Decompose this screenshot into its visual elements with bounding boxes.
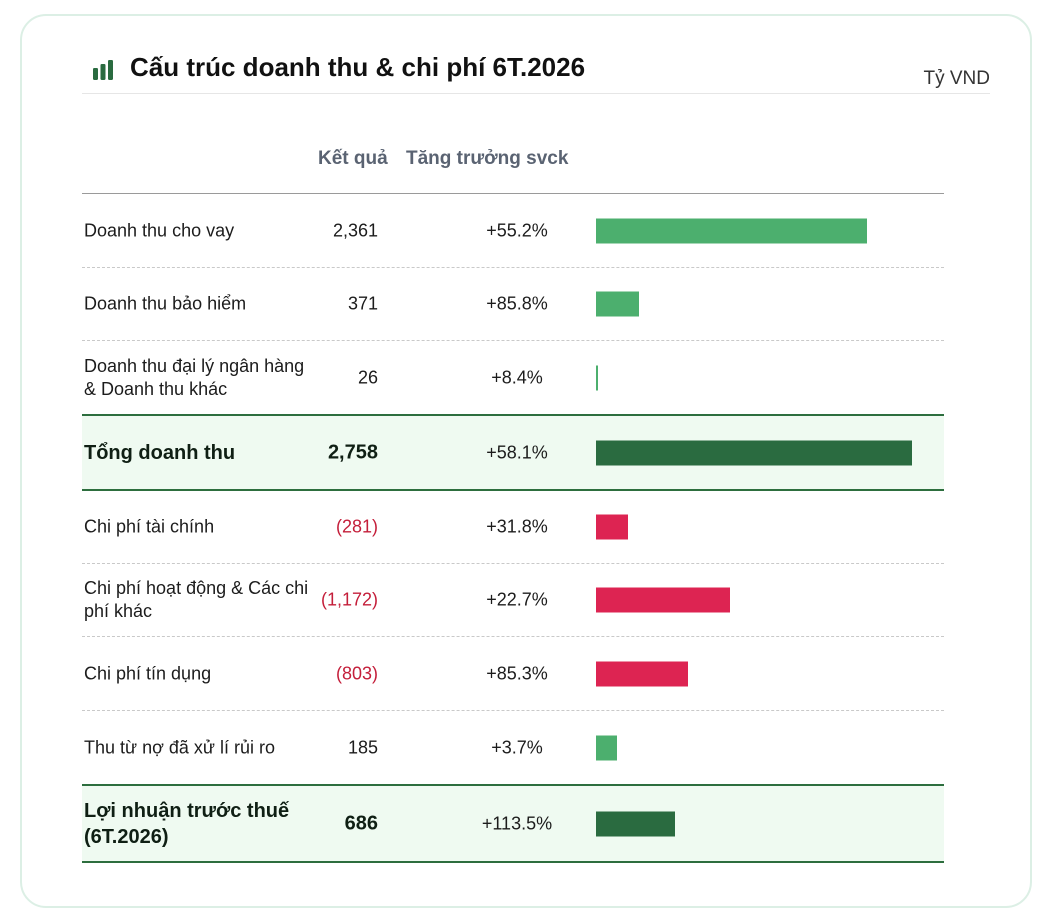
row-growth: +3.7% xyxy=(491,737,543,757)
bar-revenue xyxy=(596,735,618,760)
row-value: 2,361 xyxy=(332,220,378,240)
bar-chart-icon xyxy=(93,60,113,80)
row-growth: +85.8% xyxy=(486,293,548,314)
unit-label: Tỷ VND xyxy=(923,68,991,89)
row-label: Tổng doanh thu xyxy=(84,441,236,464)
bar-total xyxy=(596,811,675,836)
table-row: Chi phí tài chính (281) +31.8% xyxy=(82,491,944,564)
table-row: Doanh thu cho vay 2,361 +55.2% xyxy=(82,194,944,268)
column-header-result: Kết quả xyxy=(318,148,388,169)
bar-expense xyxy=(596,514,629,540)
bar-revenue xyxy=(596,291,639,317)
row-growth: +55.2% xyxy=(486,220,548,240)
table-row: Chi phí hoạt động & Các chi phí khác (1,1… xyxy=(82,564,944,637)
table-row: Doanh thu đại lý ngân hàng & Doanh thu k… xyxy=(82,341,944,414)
table-row: Doanh thu bảo hiểm 371 +85.8% xyxy=(82,268,944,341)
bar-total xyxy=(596,440,912,465)
row-growth: +85.3% xyxy=(486,663,548,683)
row-value: 26 xyxy=(357,367,378,387)
column-header-growth: Tăng trưởng svck xyxy=(406,148,569,169)
table-row: Chi phí tín dụng (803) +85.3% xyxy=(82,637,944,711)
row-label: Chi phí tài chính xyxy=(84,516,215,537)
title-divider xyxy=(82,93,990,94)
row-value: 371 xyxy=(347,293,378,314)
row-value: (803) xyxy=(335,663,378,683)
row-label: Doanh thu đại lý ngân hàng & Doanh thu k… xyxy=(84,355,305,399)
row-value: (1,172) xyxy=(320,589,378,610)
row-growth: +8.4% xyxy=(491,367,543,387)
row-value: 185 xyxy=(347,737,378,757)
row-label: Chi phí hoạt động & Các chi phí khác xyxy=(84,578,309,621)
row-label: Doanh thu cho vay xyxy=(84,220,235,240)
bar-revenue xyxy=(596,218,867,243)
row-label: Lợi nhuận trước thuế (6T.2026) xyxy=(84,799,290,848)
row-value: 686 xyxy=(344,812,378,834)
row-label: Doanh thu bảo hiểm xyxy=(84,293,247,314)
bar-expense xyxy=(596,587,731,613)
row-label: Thu từ nợ đã xử lí rủi ro xyxy=(84,737,275,757)
row-growth: +22.7% xyxy=(486,589,548,610)
table-row: Tổng doanh thu 2,758 +58.1% xyxy=(82,414,944,491)
bar-revenue xyxy=(596,365,598,390)
table-row: Lợi nhuận trước thuế (6T.2026) 686 +113.5% xyxy=(82,784,944,863)
bar-expense xyxy=(596,661,688,686)
row-value: 2,758 xyxy=(327,441,378,463)
table-row: Thu từ nợ đã xử lí rủi ro 185 +3.7% xyxy=(82,711,944,784)
row-growth: +58.1% xyxy=(486,442,548,462)
row-growth: +113.5% xyxy=(481,813,553,833)
header-divider xyxy=(82,193,944,194)
chart-title: Cấu trúc doanh thu & chi phí 6T.2026 xyxy=(130,52,586,82)
row-growth: +31.8% xyxy=(486,516,548,537)
row-label: Chi phí tín dụng xyxy=(84,663,212,683)
row-value: (281) xyxy=(335,516,378,537)
